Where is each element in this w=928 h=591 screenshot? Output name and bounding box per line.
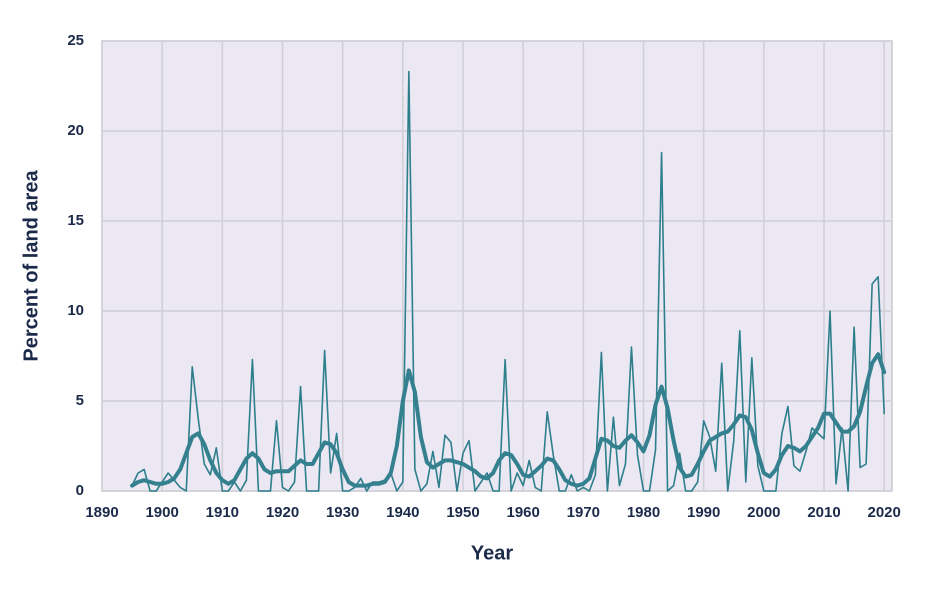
- y-tick-label: 10: [67, 302, 84, 319]
- x-tick-label: 1940: [386, 504, 419, 521]
- y-tick-label: 25: [67, 32, 84, 49]
- x-tick-label: 1980: [627, 504, 660, 521]
- y-axis-title: Percent of land area: [20, 170, 42, 362]
- x-tick-label: 2010: [807, 504, 840, 521]
- x-tick-label: 1970: [567, 504, 600, 521]
- x-tick-label: 1990: [687, 504, 720, 521]
- x-tick-label: 1950: [446, 504, 479, 521]
- x-tick-label: 2000: [747, 504, 780, 521]
- x-tick-label: 1920: [266, 504, 299, 521]
- x-tick-label: 1910: [206, 504, 239, 521]
- plot-background: [101, 40, 893, 492]
- x-tick-label: 1890: [85, 504, 118, 521]
- y-tick-label: 5: [76, 392, 84, 409]
- data-line: [130, 352, 887, 488]
- x-tick-label: 1960: [506, 504, 539, 521]
- y-tick-label: 0: [76, 482, 84, 499]
- y-tick-label: 20: [67, 122, 84, 139]
- y-tick-label: 15: [67, 212, 84, 229]
- x-tick-label: 1930: [326, 504, 359, 521]
- x-axis-title: Year: [471, 542, 513, 564]
- x-tick-label: 2020: [867, 504, 900, 521]
- x-tick-label: 1900: [145, 504, 178, 521]
- data-line: [131, 70, 885, 492]
